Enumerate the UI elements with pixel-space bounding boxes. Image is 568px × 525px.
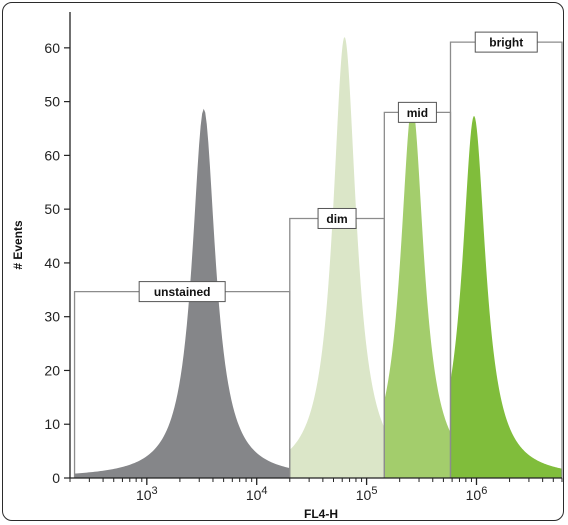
gate-regions: unstained dim mid bright: [73, 31, 563, 478]
x-tick-label: 105: [356, 485, 378, 503]
y-tick-label: 30: [44, 309, 60, 325]
axes: [69, 12, 562, 479]
x-ticks: 103 104 105 106: [69, 478, 563, 503]
gate-label-bright: bright: [489, 36, 523, 50]
y-axis-title: # Events: [11, 220, 25, 270]
gate-label-mid: mid: [407, 106, 428, 120]
histogram-unstained: [74, 108, 290, 479]
gate-label-unstained: unstained: [154, 285, 211, 299]
x-tick-label: 104: [246, 485, 268, 503]
y-tick-label: 0: [52, 470, 60, 486]
gate-label-box-unstained: [138, 281, 226, 303]
histogram-dim: [289, 37, 385, 478]
gate-label-box-dim: [317, 207, 357, 229]
y-tick-label: 60: [44, 40, 60, 56]
y-tick-label: 40: [44, 255, 60, 271]
y-tick-label: 10: [44, 416, 60, 432]
histogram-mid: [384, 105, 451, 478]
y-tick-label: 50: [44, 201, 60, 217]
gate-label-dim: dim: [326, 212, 347, 226]
x-axis-title: FL4-H: [304, 507, 338, 521]
y-tick-label: 50: [44, 94, 60, 110]
gate-label-box-bright: [474, 31, 538, 53]
histogram-bright: [450, 116, 562, 479]
y-tick-label: 20: [44, 362, 60, 378]
x-tick-label: 106: [466, 485, 488, 503]
y-tick-label: 60: [44, 147, 60, 163]
x-tick-label: 103: [136, 485, 158, 503]
y-ticks: 0 10 20 30 40 50 60 50 60: [44, 40, 70, 486]
histogram-areas: [74, 37, 562, 479]
gate-label-box-mid: [397, 101, 437, 123]
